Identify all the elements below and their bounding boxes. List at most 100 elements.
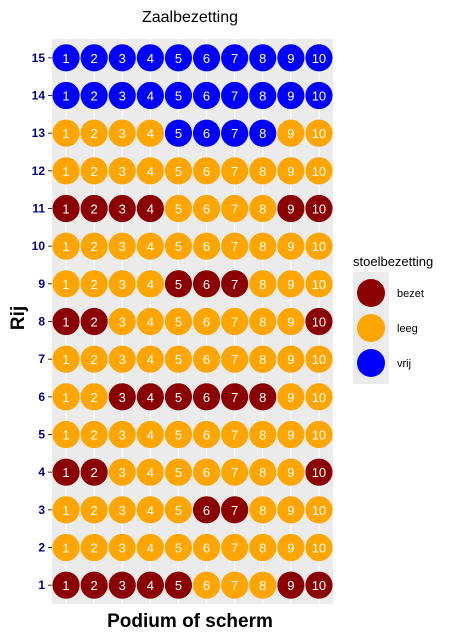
seat-label-row11-seat6: 6 xyxy=(203,202,210,217)
seat-label-row1-seat6: 6 xyxy=(203,578,210,593)
seat-row12-seat6-leeg xyxy=(192,157,221,185)
seat-label-row5-seat3: 3 xyxy=(119,428,126,443)
seat-label-row2-seat9: 9 xyxy=(287,541,294,556)
seat-row6-seat1-leeg xyxy=(52,383,80,411)
seat-row5-seat7-leeg xyxy=(221,420,249,449)
seat-label-row3-seat5: 5 xyxy=(175,503,182,518)
seat-row10-seat1-leeg xyxy=(52,232,80,260)
seat-label-row1-seat5: 5 xyxy=(175,578,182,593)
seat-row12-seat5-leeg xyxy=(164,157,193,185)
seat-label-row13-seat8: 8 xyxy=(259,126,266,141)
seat-label-row2-seat6: 6 xyxy=(203,541,210,556)
seat-row6-seat8-bezet xyxy=(249,383,277,411)
seat-label-row12-seat3: 3 xyxy=(119,164,126,179)
seat-row14-seat4-vrij xyxy=(136,81,164,110)
seat-label-row14-seat7: 7 xyxy=(231,89,238,104)
seat-label-row2-seat3: 3 xyxy=(119,541,126,556)
seat-row15-seat6-vrij xyxy=(192,44,221,72)
seat-label-row6-seat7: 7 xyxy=(231,390,238,405)
seat-row10-seat7-leeg xyxy=(221,232,249,260)
legend-title: stoelbezetting xyxy=(353,254,433,269)
seat-label-row6-seat9: 9 xyxy=(287,390,294,405)
seat-label-row7-seat5: 5 xyxy=(175,352,182,367)
seat-row7-seat7-leeg xyxy=(221,345,249,373)
seat-row9-seat10-leeg xyxy=(305,270,333,298)
seat-row10-seat5-leeg xyxy=(164,232,193,260)
seat-label-row13-seat2: 2 xyxy=(91,126,98,141)
seat-row14-seat9-vrij xyxy=(277,81,305,110)
seat-label-row12-seat10: 10 xyxy=(312,164,326,179)
seat-label-row2-seat7: 7 xyxy=(231,541,238,556)
seat-label-row3-seat7: 7 xyxy=(231,503,238,518)
seat-label-row13-seat6: 6 xyxy=(203,126,210,141)
seat-row10-seat4-leeg xyxy=(136,232,164,260)
seat-label-row14-seat6: 6 xyxy=(203,89,210,104)
seat-row8-seat2-bezet xyxy=(80,307,108,336)
seat-label-row11-seat1: 1 xyxy=(62,202,69,217)
seat-row5-seat10-leeg xyxy=(305,420,333,449)
seat-row1-seat3-bezet xyxy=(108,571,136,599)
seat-row3-seat8-leeg xyxy=(249,496,277,524)
seat-row1-seat6-leeg xyxy=(192,571,221,599)
y-tick-label-13: 13 xyxy=(32,126,46,140)
y-tick-label-8: 8 xyxy=(38,315,45,329)
seat-row1-seat2-bezet xyxy=(80,571,108,599)
seat-label-row12-seat4: 4 xyxy=(147,164,154,179)
seat-label-row3-seat4: 4 xyxy=(147,503,154,518)
seat-row6-seat5-bezet xyxy=(164,383,193,411)
seat-label-row4-seat9: 9 xyxy=(287,465,294,480)
legend-key-bezet xyxy=(357,279,385,307)
seat-row3-seat9-leeg xyxy=(277,496,305,524)
seat-row13-seat6-vrij xyxy=(192,119,221,147)
y-tick-label-2: 2 xyxy=(38,541,45,555)
seat-label-row3-seat9: 9 xyxy=(287,503,294,518)
seat-row14-seat5-vrij xyxy=(164,81,193,110)
seat-row9-seat7-bezet xyxy=(221,270,249,298)
seat-label-row14-seat4: 4 xyxy=(147,89,154,104)
seat-row11-seat7-leeg xyxy=(221,194,249,223)
seat-row7-seat9-leeg xyxy=(277,345,305,373)
seat-row2-seat4-leeg xyxy=(136,533,164,562)
seat-label-row10-seat4: 4 xyxy=(147,239,154,254)
seat-label-row6-seat1: 1 xyxy=(62,390,69,405)
seat-label-row10-seat1: 1 xyxy=(62,239,69,254)
seat-label-row8-seat1: 1 xyxy=(62,315,69,330)
seat-label-row7-seat2: 2 xyxy=(91,352,98,367)
seat-row1-seat7-leeg xyxy=(221,571,249,599)
seat-label-row6-seat5: 5 xyxy=(175,390,182,405)
seat-row6-seat9-leeg xyxy=(277,383,305,411)
seat-label-row10-seat9: 9 xyxy=(287,239,294,254)
seat-row4-seat6-leeg xyxy=(192,458,221,486)
chart-title: Zaalbezetting xyxy=(142,9,238,26)
seat-row7-seat3-leeg xyxy=(108,345,136,373)
seat-label-row13-seat4: 4 xyxy=(147,126,154,141)
seat-label-row4-seat2: 2 xyxy=(91,465,98,480)
seat-label-row6-seat8: 8 xyxy=(259,390,266,405)
seat-label-row13-seat3: 3 xyxy=(119,126,126,141)
seat-row5-seat9-leeg xyxy=(277,420,305,449)
seat-label-row11-seat3: 3 xyxy=(119,202,126,217)
seat-row4-seat7-leeg xyxy=(221,458,249,486)
seat-row9-seat9-leeg xyxy=(277,270,305,298)
seat-label-row8-seat5: 5 xyxy=(175,315,182,330)
seat-row15-seat10-vrij xyxy=(305,44,333,72)
seat-label-row1-seat4: 4 xyxy=(147,578,154,593)
seat-row12-seat10-leeg xyxy=(305,157,333,185)
seat-row10-seat10-leeg xyxy=(305,232,333,260)
y-tick-label-3: 3 xyxy=(38,503,45,517)
seat-row2-seat10-leeg xyxy=(305,533,333,562)
y-tick-label-4: 4 xyxy=(38,465,45,479)
seat-row3-seat4-leeg xyxy=(136,496,164,524)
seat-row12-seat9-leeg xyxy=(277,157,305,185)
y-axis-label: Rij xyxy=(8,306,29,330)
seat-row11-seat4-bezet xyxy=(136,194,164,223)
seat-label-row8-seat6: 6 xyxy=(203,315,210,330)
seat-row4-seat3-leeg xyxy=(108,458,136,486)
seat-row15-seat4-vrij xyxy=(136,44,164,72)
seat-label-row13-seat5: 5 xyxy=(175,126,182,141)
seat-row1-seat4-bezet xyxy=(136,571,164,599)
seat-label-row12-seat8: 8 xyxy=(259,164,266,179)
seat-label-row15-seat9: 9 xyxy=(287,51,294,66)
seat-row9-seat6-bezet xyxy=(192,270,221,298)
